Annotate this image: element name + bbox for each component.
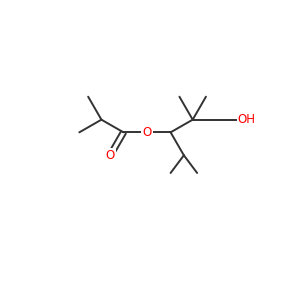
Text: OH: OH (238, 113, 256, 126)
Text: O: O (106, 149, 115, 162)
Text: O: O (142, 126, 152, 139)
